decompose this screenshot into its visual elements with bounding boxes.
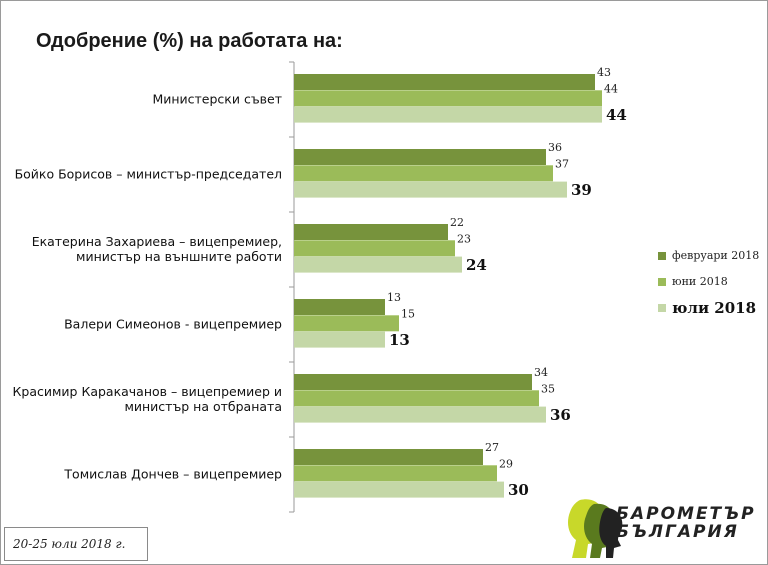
bar bbox=[294, 465, 497, 482]
data-label: 44 bbox=[604, 82, 618, 95]
data-label: 36 bbox=[550, 406, 571, 424]
data-label: 34 bbox=[534, 366, 548, 379]
bar bbox=[294, 74, 595, 90]
bar bbox=[294, 315, 399, 332]
data-label: 13 bbox=[387, 291, 401, 304]
legend-label-jun-2018: юни 2018 bbox=[672, 275, 728, 288]
logo-text-line2: БЪЛГАРИЯ bbox=[616, 522, 739, 542]
bar bbox=[294, 90, 602, 107]
category-label: Министерски съвет bbox=[152, 92, 282, 107]
data-label: 15 bbox=[401, 307, 415, 320]
logo-text-line1: БАРОМЕТЪР bbox=[616, 504, 756, 524]
legend-label-feb-2018: февруари 2018 bbox=[672, 249, 760, 262]
survey-date-note: 20-25 юли 2018 г. bbox=[4, 527, 148, 561]
data-label: 44 bbox=[606, 106, 627, 124]
data-label: 30 bbox=[508, 481, 529, 499]
bar bbox=[294, 240, 455, 257]
logo-heads-icon bbox=[568, 499, 623, 558]
category-label: Томислав Дончев – вицепремиер bbox=[63, 467, 282, 482]
bar bbox=[294, 181, 567, 198]
category-label: Бойко Борисов – министър-председател bbox=[15, 167, 282, 182]
data-label: 36 bbox=[548, 141, 562, 154]
legend-item-jun-2018: юни 2018 bbox=[658, 275, 728, 288]
bar bbox=[294, 165, 553, 182]
data-label: 35 bbox=[541, 382, 555, 395]
data-label: 23 bbox=[457, 232, 471, 245]
legend-item-jul-2018: юли 2018 bbox=[658, 299, 756, 317]
bar bbox=[294, 406, 546, 423]
bar bbox=[294, 390, 539, 407]
bar bbox=[294, 481, 504, 498]
data-label: 27 bbox=[485, 441, 499, 454]
bar bbox=[294, 299, 385, 315]
bar bbox=[294, 449, 483, 465]
legend-item-feb-2018: февруари 2018 bbox=[658, 249, 759, 262]
category-label: Валери Симеонов - вицепремиер bbox=[64, 317, 282, 332]
data-label: 29 bbox=[499, 457, 513, 470]
legend-label-jul-2018: юли 2018 bbox=[672, 299, 757, 317]
chart-title: Одобрение (%) на работата на: bbox=[36, 30, 343, 52]
data-label: 13 bbox=[389, 331, 410, 349]
data-label: 24 bbox=[466, 256, 487, 274]
bar bbox=[294, 374, 532, 390]
data-label: 43 bbox=[597, 66, 611, 79]
data-label: 39 bbox=[571, 181, 592, 199]
data-label: 22 bbox=[450, 216, 464, 229]
bar bbox=[294, 149, 546, 165]
legend-swatch-feb-2018 bbox=[658, 251, 666, 260]
category-label: Екатерина Захариева – вицепремиер, минист… bbox=[32, 234, 282, 264]
bar bbox=[294, 224, 448, 240]
data-label: 37 bbox=[555, 157, 569, 170]
bar bbox=[294, 106, 602, 123]
bar bbox=[294, 256, 462, 273]
barometer-bulgaria-logo: БАРОМЕТЪР БЪЛГАРИЯ bbox=[566, 494, 762, 560]
category-label: Красимир Каракачанов – вицепремиер и мини… bbox=[13, 384, 282, 414]
bar bbox=[294, 331, 385, 348]
legend-swatch-jul-2018 bbox=[658, 304, 666, 312]
legend-swatch-jun-2018 bbox=[658, 277, 666, 286]
